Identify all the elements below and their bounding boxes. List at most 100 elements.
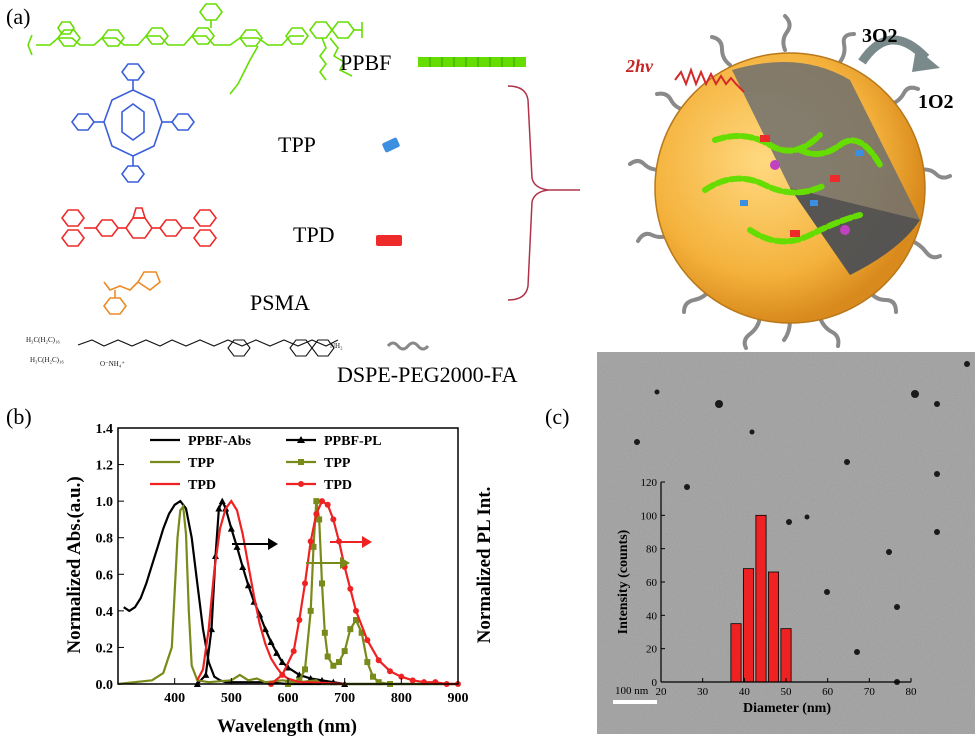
histogram-bar <box>730 623 742 683</box>
series-line-5 <box>270 499 458 686</box>
spectra-chart: 400 500 600 700 800 900 0.0 0.2 0.4 0.6 0.8 1.0 1.2 1… <box>64 422 495 737</box>
histogram-x-tick-label: 30 <box>697 686 709 698</box>
series-5-point <box>307 538 314 545</box>
histogram-bar <box>767 571 780 683</box>
series-1-point <box>239 563 247 570</box>
series-3-point <box>370 673 376 680</box>
histogram-y-tick-label: 60 <box>646 577 658 589</box>
tpp-label: TPP <box>278 132 316 157</box>
x-tick-label: 900 <box>448 691 469 706</box>
series-5-point <box>302 580 308 587</box>
y-tick-label: 1.4 <box>96 422 114 437</box>
series-5-point <box>330 516 337 523</box>
histogram-x-tick-label: 80 <box>906 686 918 698</box>
series-3-point <box>347 626 354 633</box>
series-3-point <box>313 498 320 505</box>
y-tick-label: 1.2 <box>96 459 114 474</box>
series-1-point <box>208 625 215 633</box>
panel-b-label: (b) <box>6 404 32 429</box>
panel-c-label: (c) <box>545 404 570 429</box>
x-tick-label: 500 <box>221 691 242 706</box>
histogram-bar <box>742 568 755 683</box>
scale-bar-label: 100 nm <box>615 685 649 697</box>
psma-structure <box>103 271 161 315</box>
histogram-y-tick-label: 0 <box>652 677 658 689</box>
tpd-icon <box>376 235 402 246</box>
y-tick-label: 0.4 <box>96 605 114 620</box>
series-5-point <box>398 673 405 680</box>
histogram-y-tick-label: 120 <box>641 477 658 489</box>
tpd-structure <box>61 207 217 247</box>
oxygen-out-label: 1O2 <box>918 91 954 113</box>
histogram-y-tick-label: 40 <box>646 610 658 622</box>
ppbf-structure <box>27 3 363 95</box>
series-5-point <box>364 637 371 644</box>
series-5-point <box>409 677 416 684</box>
legend-label-1: PPBF-PL <box>324 434 382 449</box>
legend-label-4: TPD <box>188 478 216 493</box>
legend-label-3: TPP <box>324 456 351 471</box>
series-3-point <box>364 659 371 666</box>
panel-a-label: (a) <box>6 4 31 29</box>
series-3-point <box>353 617 359 623</box>
series-5-point <box>290 648 297 655</box>
series-5-point <box>353 607 359 614</box>
series-line-3 <box>287 500 391 686</box>
series-3-point <box>296 677 303 684</box>
series-5-point <box>279 671 286 678</box>
oxygen-in-label: 3O2 <box>862 25 898 47</box>
histogram-x-tick-label: 60 <box>822 686 834 698</box>
series-3-point <box>307 607 314 614</box>
series-3-point <box>321 629 328 636</box>
x-tick-label: 800 <box>391 691 412 706</box>
peg-icon <box>386 341 430 351</box>
series-5-point <box>296 617 303 623</box>
histogram-ylabel: Intensity (counts) <box>616 529 631 634</box>
legend-label-2: TPP <box>188 456 215 471</box>
internal-chains <box>702 132 883 245</box>
y-tick-label: 0.2 <box>96 641 114 656</box>
series-line-0 <box>123 499 458 686</box>
scale-bar <box>613 700 657 704</box>
series-1-point <box>215 504 223 512</box>
y-tick-label: 0.8 <box>96 532 114 547</box>
spectra-ylabel-left: Normalized Abs.(a.u.) <box>64 476 85 653</box>
histogram-y-tick-label: 100 <box>641 510 658 522</box>
tpd-label: TPD <box>293 222 335 247</box>
tem-particles <box>634 361 970 685</box>
series-1-point <box>267 638 275 645</box>
spectra-ylabel-right: Normalized PL Int. <box>474 487 495 644</box>
series-3-point <box>302 666 308 673</box>
series-3-point <box>375 679 382 686</box>
series-3-point <box>319 580 325 587</box>
y-tick-label: 0.0 <box>96 678 114 693</box>
y-tick-label: 0.6 <box>96 568 114 583</box>
legend-label-0: PPBF-Abs <box>188 434 252 449</box>
series-1-point <box>273 649 281 656</box>
histogram-x-tick-label: 50 <box>781 686 793 698</box>
series-3-point <box>310 543 317 550</box>
histogram-y-tick-label: 80 <box>646 544 658 556</box>
dspe-peg-fa-structure <box>77 339 339 357</box>
tem-image: 20 30 40 50 60 70 80 0 20 40 60 80 100 120 Diameter (… <box>597 352 975 734</box>
histogram-y-tick-label: 20 <box>646 644 658 656</box>
series-1-point <box>218 497 226 505</box>
spectra-legend: PPBF-Abs PPBF-PL TPP TPP TPD TPD <box>150 434 382 493</box>
y-tick-label: 1.0 <box>96 495 114 510</box>
series-3-point <box>330 662 337 669</box>
x-tick-label: 400 <box>164 691 185 706</box>
peg-corona <box>628 14 952 350</box>
series-1-point <box>202 671 210 678</box>
series-5-point <box>313 510 320 517</box>
series-5-point <box>324 501 331 508</box>
series-1-point <box>244 581 252 589</box>
axis-arrows <box>232 536 372 569</box>
series-3-point <box>324 653 331 660</box>
series-5-point <box>387 668 393 675</box>
series-3-point <box>316 516 323 523</box>
histogram-x-tick-label: 70 <box>864 686 876 698</box>
legend-label-5: TPD <box>324 478 352 493</box>
panel-a-structures: H₃C(H₂C)₁₆ H₃C(H₂C)₁₆ O⁻NH₄⁺ NH₂ <box>26 3 580 368</box>
series-line-2 <box>117 503 458 686</box>
